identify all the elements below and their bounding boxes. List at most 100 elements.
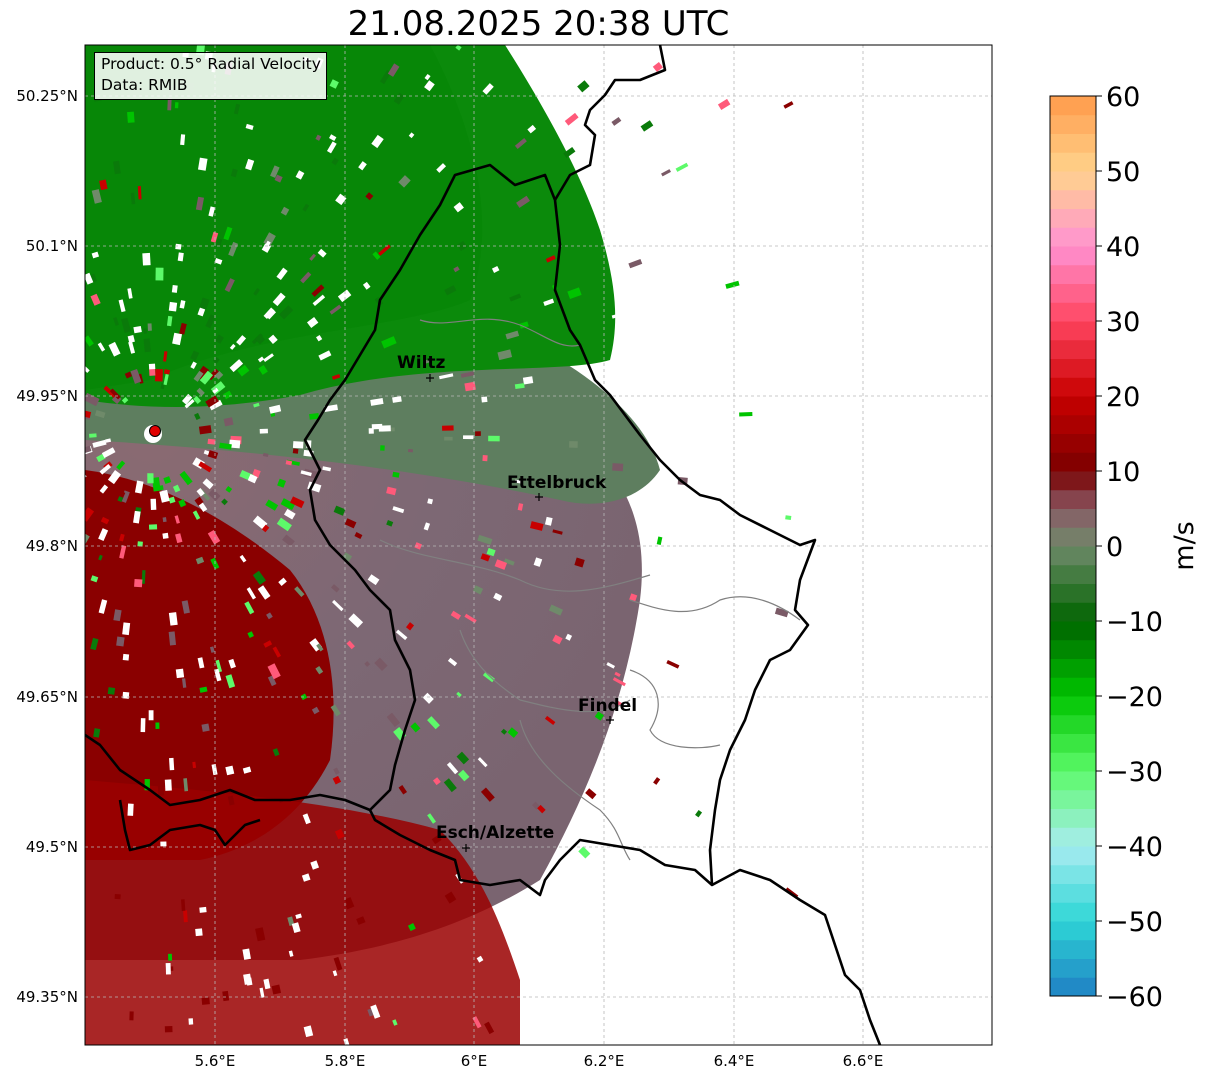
radar-pixel	[199, 297, 210, 310]
radar-pixel	[174, 102, 179, 109]
radar-pixel	[785, 515, 792, 521]
radar-pixel	[344, 897, 355, 909]
radar-pixel	[263, 307, 275, 319]
radar-pixel	[480, 553, 491, 562]
radar-pixel	[488, 435, 500, 442]
radar-pixel	[175, 668, 185, 679]
radar-pixel	[455, 45, 462, 51]
radar-pixel	[564, 112, 579, 126]
radar-pixel	[414, 542, 423, 550]
radar-pixel	[294, 586, 305, 598]
radar-pixel	[215, 238, 223, 248]
radar-pixel	[456, 751, 470, 765]
radar-pixel	[276, 267, 288, 281]
radar-pixel	[497, 349, 513, 361]
radar-pixel	[574, 557, 585, 568]
radar-pixel	[302, 203, 310, 212]
colorbar-segment	[1050, 902, 1096, 922]
radar-pixel	[163, 351, 168, 362]
radar-pixel	[629, 593, 638, 602]
radar-pixel	[334, 828, 345, 840]
radar-pixel	[280, 498, 296, 511]
radar-pixel	[122, 622, 131, 636]
radar-pixel	[543, 298, 555, 307]
radar-pixel	[356, 916, 366, 925]
radar-pixel	[505, 330, 520, 340]
radar-pixel	[432, 777, 441, 786]
radar-pixel	[147, 323, 152, 331]
colorbar-segment	[1050, 771, 1096, 791]
colorbar-segment	[1050, 621, 1096, 641]
radar-pixel	[460, 371, 475, 378]
radar-pixel	[127, 803, 134, 816]
radar-pixel	[188, 1018, 194, 1025]
colorbar-segment	[1050, 827, 1096, 847]
radar-pixel	[172, 484, 181, 493]
radar-pixel	[279, 305, 294, 320]
radar-pixel	[239, 554, 247, 563]
colorbar-tick-label: 10	[1106, 457, 1140, 488]
radar-pixel	[242, 766, 252, 774]
radar-pixel	[99, 463, 112, 475]
radar-pixel	[229, 359, 244, 373]
radar-pixel	[85, 445, 92, 454]
radar-pixel	[246, 587, 257, 600]
lat-tick-label: 49.95°N	[16, 387, 78, 405]
radar-pixel	[661, 169, 671, 177]
radar-pixel	[577, 80, 590, 93]
radar-pixel	[122, 653, 130, 661]
radar-pixel	[119, 533, 125, 542]
radar-pixel	[137, 541, 143, 547]
radar-pixel	[166, 740, 173, 755]
radar-pixel	[358, 161, 367, 171]
colorbar-tick-label: 50	[1106, 157, 1140, 188]
radar-pixel	[163, 476, 172, 485]
radar-pixel	[253, 288, 260, 296]
radar-pixel	[121, 317, 131, 333]
colorbar-segment	[1050, 377, 1096, 397]
radar-pixel	[371, 134, 384, 149]
radar-pixel	[164, 1026, 173, 1033]
figure-title: 21.08.2025 20:38 UTC	[347, 4, 730, 44]
radar-pixel	[198, 425, 212, 435]
radar-pixel	[154, 369, 163, 382]
radar-pixel	[116, 636, 125, 647]
radar-pixel	[585, 788, 597, 800]
radar-pixel	[480, 787, 495, 802]
radar-pixel	[260, 617, 268, 625]
colorbar-segment	[1050, 302, 1096, 322]
colorbar-segment	[1050, 864, 1096, 884]
radar-pixel	[530, 521, 544, 531]
radar-pixel	[229, 343, 236, 350]
radar-pixel	[263, 353, 274, 362]
radar-pixel	[380, 445, 385, 451]
radar-pixel	[330, 584, 340, 593]
radar-pixel	[254, 334, 266, 345]
radar-pixel	[99, 179, 108, 191]
outbound-far-area	[85, 780, 520, 1045]
radar-pixel	[117, 496, 124, 503]
radar-pixel	[244, 601, 255, 615]
radar-pixel	[245, 158, 255, 171]
radar-pixel	[175, 243, 182, 250]
radar-pixel	[159, 489, 170, 503]
radar-pixel	[261, 524, 270, 533]
radar-pixel	[171, 285, 178, 293]
radar-pixel	[423, 522, 431, 531]
radar-pixel	[444, 436, 453, 441]
radar-pixel	[263, 978, 271, 990]
lon-tick-label: 6.6°E	[843, 1052, 884, 1070]
radar-pixel	[168, 612, 178, 626]
germany-border	[553, 45, 667, 201]
radar-pixel	[90, 637, 99, 651]
radar-pixel	[392, 471, 400, 478]
radar-pixel	[195, 556, 205, 565]
radar-pixel	[92, 439, 107, 448]
radar-pixel	[653, 78, 666, 89]
radar-pixel	[422, 692, 434, 704]
lat-tick-label: 49.35°N	[16, 988, 78, 1006]
radar-pixel	[114, 894, 121, 900]
lat-tick-label: 49.8°N	[26, 537, 78, 555]
radar-pixel	[695, 809, 703, 818]
radar-pixel	[257, 585, 271, 600]
